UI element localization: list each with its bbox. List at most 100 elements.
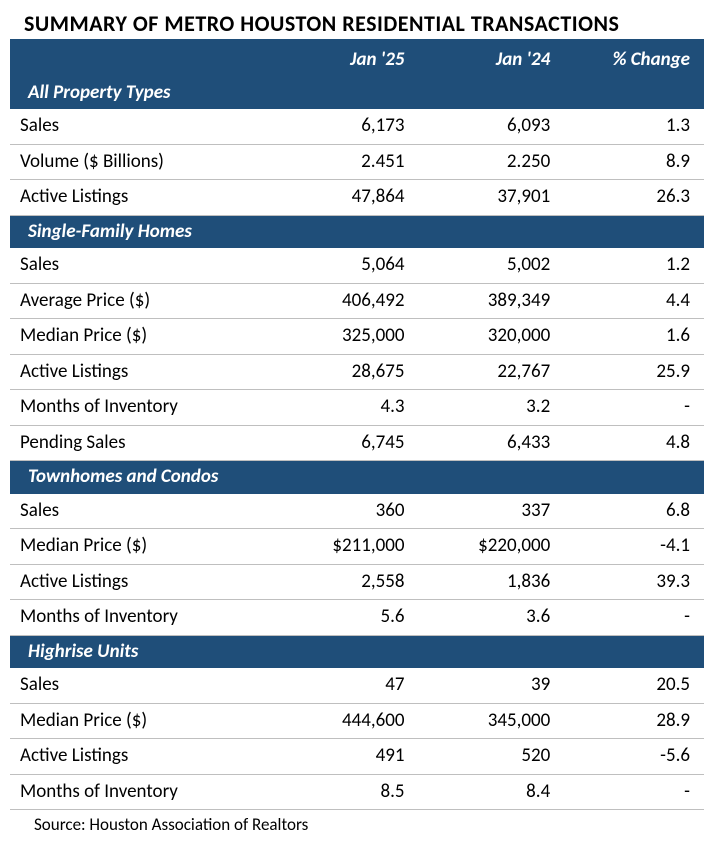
value-change: - [558, 774, 704, 810]
section-header: Townhomes and Condos [10, 461, 704, 494]
row-label: Median Price ($) [10, 529, 267, 565]
value-current: 2,558 [267, 564, 413, 600]
value-prior: 389,349 [413, 283, 559, 319]
value-change: 8.9 [558, 144, 704, 180]
section-header: All Property Types [10, 77, 704, 110]
row-label: Months of Inventory [10, 600, 267, 636]
table-row: Active Listings28,67522,76725.9 [10, 354, 704, 390]
table-row: Median Price ($)$211,000$220,000-4.1 [10, 529, 704, 565]
value-current: 6,173 [267, 109, 413, 144]
source-note: Source: Houston Association of Realtors [10, 810, 704, 835]
value-prior: 6,433 [413, 425, 559, 461]
value-prior: 3.6 [413, 600, 559, 636]
table-row: Sales473920.5 [10, 668, 704, 703]
section-header: Single-Family Homes [10, 215, 704, 248]
value-current: 6,745 [267, 425, 413, 461]
value-prior: 39 [413, 668, 559, 703]
value-change: 1.3 [558, 109, 704, 144]
value-current: 325,000 [267, 319, 413, 355]
value-change: 4.8 [558, 425, 704, 461]
col-change: % Change [558, 42, 704, 77]
table-row: Median Price ($)444,600345,00028.9 [10, 703, 704, 739]
row-label: Median Price ($) [10, 319, 267, 355]
section-header-label: All Property Types [10, 77, 704, 110]
row-label: Volume ($ Billions) [10, 144, 267, 180]
value-change: 6.8 [558, 494, 704, 529]
table-row: Months of Inventory5.63.6- [10, 600, 704, 636]
value-change: 1.2 [558, 248, 704, 283]
value-current: 47 [267, 668, 413, 703]
row-label: Active Listings [10, 564, 267, 600]
row-label: Months of Inventory [10, 774, 267, 810]
table-row: Median Price ($)325,000320,0001.6 [10, 319, 704, 355]
row-label: Active Listings [10, 739, 267, 775]
value-prior: 345,000 [413, 703, 559, 739]
row-label: Sales [10, 248, 267, 283]
row-label: Average Price ($) [10, 283, 267, 319]
col-period-prior: Jan '24 [413, 42, 559, 77]
value-current: 4.3 [267, 390, 413, 426]
value-current: 47,864 [267, 180, 413, 216]
value-prior: 6,093 [413, 109, 559, 144]
table-row: Sales6,1736,0931.3 [10, 109, 704, 144]
value-current: 5.6 [267, 600, 413, 636]
value-change: 20.5 [558, 668, 704, 703]
table-row: Sales5,0645,0021.2 [10, 248, 704, 283]
table-row: Months of Inventory4.33.2- [10, 390, 704, 426]
row-label: Active Listings [10, 354, 267, 390]
value-current: 491 [267, 739, 413, 775]
row-label: Pending Sales [10, 425, 267, 461]
row-label: Sales [10, 668, 267, 703]
value-prior: 1,836 [413, 564, 559, 600]
value-change: 4.4 [558, 283, 704, 319]
value-current: 444,600 [267, 703, 413, 739]
report-title: SUMMARY OF METRO HOUSTON RESIDENTIAL TRA… [10, 10, 704, 42]
value-change: 1.6 [558, 319, 704, 355]
value-current: 360 [267, 494, 413, 529]
value-prior: 320,000 [413, 319, 559, 355]
transactions-table: Jan '25 Jan '24 % Change All Property Ty… [10, 42, 704, 810]
value-prior: 3.2 [413, 390, 559, 426]
table-row: Active Listings2,5581,83639.3 [10, 564, 704, 600]
table-row: Average Price ($)406,492389,3494.4 [10, 283, 704, 319]
section-header-label: Single-Family Homes [10, 215, 704, 248]
col-blank [10, 42, 267, 77]
value-change: - [558, 600, 704, 636]
value-current: 2.451 [267, 144, 413, 180]
table-body: All Property TypesSales6,1736,0931.3Volu… [10, 77, 704, 810]
value-prior: 2.250 [413, 144, 559, 180]
value-change: 26.3 [558, 180, 704, 216]
value-prior: 8.4 [413, 774, 559, 810]
value-prior: 37,901 [413, 180, 559, 216]
section-header: Highrise Units [10, 635, 704, 668]
value-change: -5.6 [558, 739, 704, 775]
value-prior: 520 [413, 739, 559, 775]
value-current: 406,492 [267, 283, 413, 319]
section-header-label: Townhomes and Condos [10, 461, 704, 494]
table-row: Sales3603376.8 [10, 494, 704, 529]
value-current: $211,000 [267, 529, 413, 565]
row-label: Active Listings [10, 180, 267, 216]
section-header-label: Highrise Units [10, 635, 704, 668]
row-label: Median Price ($) [10, 703, 267, 739]
table-row: Active Listings491520-5.6 [10, 739, 704, 775]
value-prior: 22,767 [413, 354, 559, 390]
value-current: 28,675 [267, 354, 413, 390]
value-change: 28.9 [558, 703, 704, 739]
value-current: 5,064 [267, 248, 413, 283]
col-period-current: Jan '25 [267, 42, 413, 77]
value-prior: 5,002 [413, 248, 559, 283]
table-row: Months of Inventory8.58.4- [10, 774, 704, 810]
value-prior: $220,000 [413, 529, 559, 565]
row-label: Sales [10, 494, 267, 529]
value-current: 8.5 [267, 774, 413, 810]
value-prior: 337 [413, 494, 559, 529]
table-row: Active Listings47,86437,90126.3 [10, 180, 704, 216]
value-change: -4.1 [558, 529, 704, 565]
value-change: 39.3 [558, 564, 704, 600]
table-header: Jan '25 Jan '24 % Change [10, 42, 704, 77]
table-row: Pending Sales6,7456,4334.8 [10, 425, 704, 461]
row-label: Sales [10, 109, 267, 144]
row-label: Months of Inventory [10, 390, 267, 426]
value-change: 25.9 [558, 354, 704, 390]
